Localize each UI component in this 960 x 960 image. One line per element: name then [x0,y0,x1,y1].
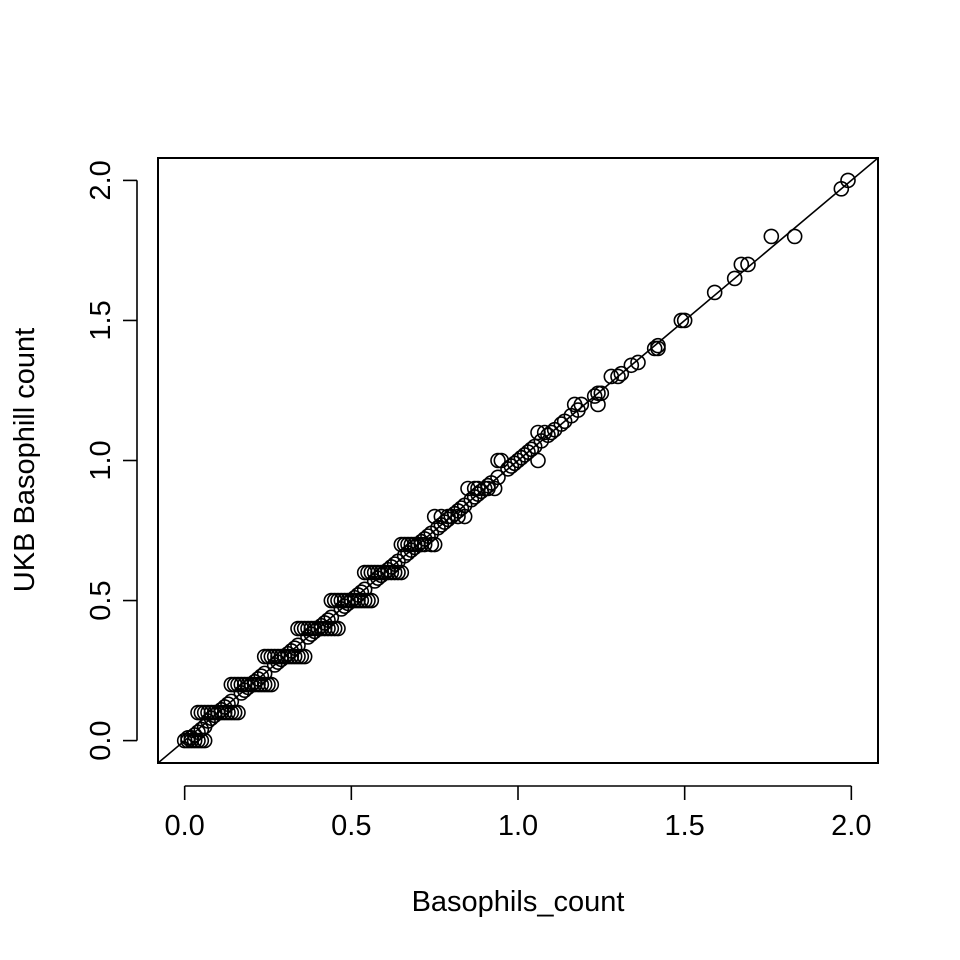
data-point [586,388,603,404]
data-point [673,312,690,329]
data-point [450,508,466,525]
data-point [623,357,640,374]
data-point [786,228,803,245]
data-point [733,256,750,273]
data-point [536,424,553,441]
data-point [223,693,240,710]
data-point [203,710,220,726]
data-point [320,612,336,628]
data-point [356,581,373,598]
x-tick-label: 0.5 [331,810,371,842]
x-axis-title: Basophils_count [412,886,625,918]
y-tick-label: 0.0 [85,720,117,760]
y-axis: 0.0 0.5 1.0 1.5 2.0 [85,160,138,761]
data-point [646,340,663,357]
x-axis: 0.0 0.5 1.0 1.5 2.0 [165,785,871,842]
x-tick-label: 1.0 [498,810,538,842]
data-point [370,570,386,586]
x-tick-label: 0.0 [165,810,205,842]
x-tick-label: 1.5 [665,810,705,842]
data-point [470,480,486,497]
data-point [553,416,570,432]
data-point [453,500,470,516]
data-point [610,368,626,385]
data-point [363,592,380,609]
data-point [330,620,346,637]
y-tick-label: 2.0 [85,160,117,200]
data-point [220,696,236,712]
data-point [336,598,353,614]
reference-line-group [158,158,878,763]
data-point [490,469,506,486]
data-point [603,368,620,385]
y-axis-title: UKB Basophill count [9,328,41,592]
data-point [263,676,280,693]
data-point [253,668,270,684]
data-point [403,542,420,558]
data-point [573,396,590,413]
y-tick-label: 0.5 [85,580,117,620]
data-point [436,514,453,530]
data-point [470,486,486,502]
data-point [270,654,286,670]
data-point [740,256,756,273]
data-point [543,424,560,441]
data-point [230,704,246,721]
data-point [290,637,306,654]
x-tick-label: 2.0 [831,810,871,842]
data-point [353,584,370,600]
data-point [420,528,436,544]
data-point [593,385,610,402]
data-point [480,477,496,494]
data-point [630,354,646,371]
data-point [286,640,303,656]
data-point [530,452,546,469]
data-point [840,172,856,189]
data-point [303,626,320,642]
data-point [386,556,403,572]
data-point [236,682,253,698]
data-point [763,228,780,245]
data-point [323,609,340,626]
data-point [256,665,273,682]
data-point [676,312,693,329]
data-point [490,452,506,469]
data-point [726,270,743,287]
identity-line [158,158,878,763]
data-point [650,337,666,354]
plot-frame [157,157,879,764]
data-point [706,284,723,301]
data-point [613,365,630,382]
data-point [296,648,313,665]
data-point [416,536,433,553]
data-point [523,441,540,458]
y-tick-label: 1.0 [85,440,117,480]
data-points [176,172,856,749]
y-tick-label: 1.5 [85,300,117,340]
data-point [590,396,606,413]
